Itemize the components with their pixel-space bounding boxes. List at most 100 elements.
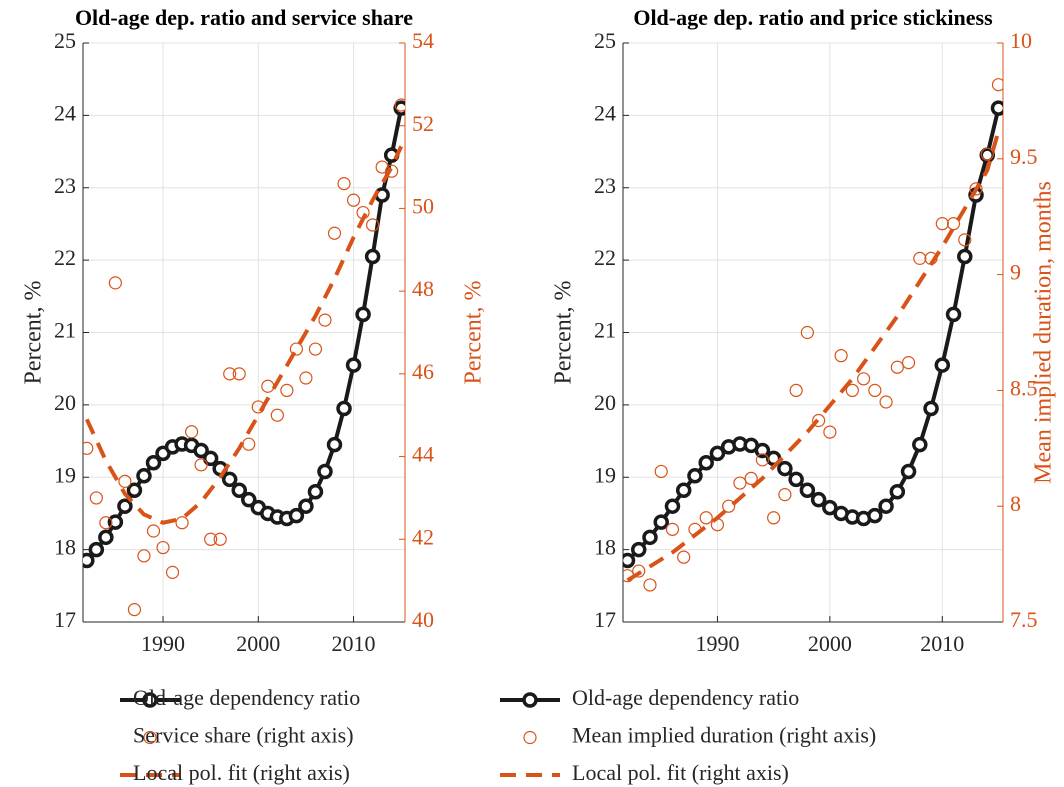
data-point bbox=[241, 491, 257, 508]
x-tick-label: 1990 bbox=[695, 631, 739, 656]
data-point bbox=[308, 342, 323, 356]
y2-tick-label: 40 bbox=[412, 607, 434, 632]
data-point bbox=[98, 529, 114, 546]
data-point bbox=[699, 511, 713, 525]
data-point bbox=[375, 160, 389, 174]
y2-tick-label: 9 bbox=[1010, 260, 1021, 285]
data-point bbox=[298, 498, 314, 514]
data-point bbox=[677, 550, 691, 564]
data-point bbox=[822, 499, 838, 516]
data-point bbox=[345, 357, 362, 373]
data-point bbox=[722, 499, 736, 513]
data-point bbox=[698, 455, 714, 471]
data-point bbox=[890, 360, 904, 374]
y2-tick-label: 10 bbox=[1010, 28, 1032, 53]
data-point bbox=[878, 498, 894, 514]
data-point bbox=[175, 516, 189, 530]
data-point bbox=[107, 514, 124, 530]
data-point bbox=[145, 455, 162, 471]
data-point bbox=[913, 251, 927, 265]
data-point bbox=[800, 325, 814, 340]
data-point bbox=[127, 602, 142, 617]
y2-tick-label: 44 bbox=[412, 442, 434, 467]
y2-tick-label: 52 bbox=[412, 111, 434, 136]
data-point bbox=[845, 383, 859, 397]
data-point bbox=[126, 482, 143, 499]
data-point bbox=[326, 436, 343, 453]
data-point bbox=[89, 491, 103, 505]
data-point bbox=[923, 400, 939, 417]
data-point bbox=[385, 164, 399, 178]
plot-area bbox=[83, 98, 405, 617]
data-point bbox=[754, 442, 771, 459]
y-tick-label: 19 bbox=[594, 462, 616, 487]
data-point bbox=[810, 491, 827, 508]
fit-line bbox=[84, 145, 404, 525]
data-point bbox=[946, 217, 961, 231]
y2-tick-label: 7.5 bbox=[1010, 607, 1038, 632]
data-point bbox=[958, 233, 972, 247]
y2-tick-label: 46 bbox=[412, 359, 434, 384]
data-point bbox=[307, 483, 324, 500]
y-tick-label: 22 bbox=[594, 245, 616, 270]
data-point bbox=[642, 529, 658, 546]
data-point bbox=[213, 532, 227, 546]
data-point bbox=[231, 482, 247, 499]
data-point bbox=[270, 408, 284, 422]
data-point bbox=[945, 306, 962, 323]
y2-tick-label: 50 bbox=[412, 193, 434, 218]
data-point bbox=[778, 488, 792, 502]
data-point bbox=[156, 540, 170, 555]
chart-title: Old-age dep. ratio and price stickiness bbox=[633, 5, 993, 30]
y2-tick-label: 8.5 bbox=[1010, 375, 1038, 400]
data-point bbox=[83, 552, 95, 569]
legend-swatch bbox=[522, 692, 538, 708]
data-point bbox=[355, 306, 371, 323]
legend-swatch bbox=[143, 730, 157, 745]
y-axis-label: Percent, % bbox=[21, 281, 47, 385]
y-tick-label: 25 bbox=[594, 28, 616, 53]
y2-tick-label: 9.5 bbox=[1010, 144, 1038, 169]
legend-label: Old-age dependency ratio bbox=[133, 685, 360, 710]
data-point bbox=[653, 514, 669, 530]
data-point bbox=[336, 400, 352, 417]
legend-label: Local pol. fit (right axis) bbox=[133, 760, 350, 785]
data-point bbox=[251, 400, 265, 414]
data-point bbox=[108, 276, 122, 290]
legend-label: Old-age dependency ratio bbox=[572, 685, 799, 710]
data-point bbox=[654, 464, 668, 479]
data-point bbox=[789, 383, 803, 397]
y-tick-label: 18 bbox=[54, 535, 76, 560]
data-point bbox=[980, 147, 994, 161]
data-point bbox=[823, 425, 837, 439]
y-tick-label: 23 bbox=[54, 173, 76, 198]
y-tick-label: 23 bbox=[594, 173, 616, 198]
data-point bbox=[204, 532, 218, 546]
data-point bbox=[394, 98, 405, 112]
data-point bbox=[136, 468, 152, 484]
data-point bbox=[799, 482, 816, 499]
data-point bbox=[193, 442, 209, 459]
data-point bbox=[165, 565, 180, 579]
data-point bbox=[767, 511, 781, 525]
y-tick-label: 17 bbox=[594, 607, 616, 632]
data-point bbox=[364, 248, 381, 265]
y2-tick-label: 8 bbox=[1010, 491, 1021, 516]
data-point bbox=[99, 516, 113, 530]
data-point bbox=[356, 205, 370, 220]
data-point bbox=[934, 357, 951, 373]
data-point bbox=[632, 564, 646, 578]
data-point bbox=[318, 313, 332, 327]
data-point bbox=[788, 471, 804, 488]
data-point bbox=[337, 177, 351, 191]
y-tick-label: 21 bbox=[594, 318, 616, 343]
data-point bbox=[664, 498, 681, 514]
x-tick-label: 2000 bbox=[236, 631, 280, 656]
data-point bbox=[185, 425, 199, 439]
data-point bbox=[991, 78, 1003, 92]
data-point bbox=[889, 483, 906, 500]
data-point bbox=[957, 248, 973, 265]
data-point bbox=[223, 367, 237, 381]
data-point bbox=[901, 356, 916, 370]
data-point bbox=[900, 463, 917, 480]
